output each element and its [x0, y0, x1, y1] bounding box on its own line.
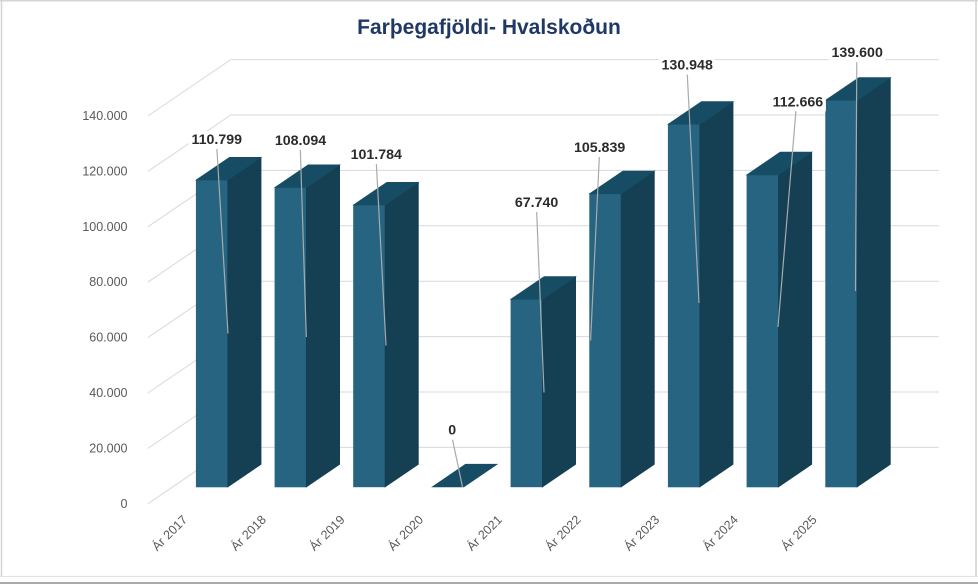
svg-text:108.094: 108.094 [275, 133, 326, 149]
svg-text:130.948: 130.948 [662, 58, 713, 74]
svg-text:60.000: 60.000 [89, 331, 127, 345]
svg-text:0: 0 [448, 423, 456, 439]
svg-text:120.000: 120.000 [82, 164, 127, 178]
svg-text:Farþegafjöldi- Hvalskoðun: Farþegafjöldi- Hvalskoðun [357, 16, 621, 39]
svg-text:67.740: 67.740 [515, 195, 559, 211]
svg-text:112.666: 112.666 [773, 94, 824, 110]
svg-text:105.839: 105.839 [574, 140, 625, 156]
svg-text:20.000: 20.000 [89, 441, 127, 455]
svg-text:80.000: 80.000 [89, 275, 127, 289]
svg-text:101.784: 101.784 [351, 147, 402, 163]
svg-text:40.000: 40.000 [89, 386, 127, 400]
svg-text:140.000: 140.000 [82, 109, 127, 123]
svg-text:100.000: 100.000 [82, 220, 127, 234]
svg-text:0: 0 [121, 497, 128, 511]
svg-text:139.600: 139.600 [832, 45, 883, 61]
svg-text:110.799: 110.799 [192, 132, 243, 148]
